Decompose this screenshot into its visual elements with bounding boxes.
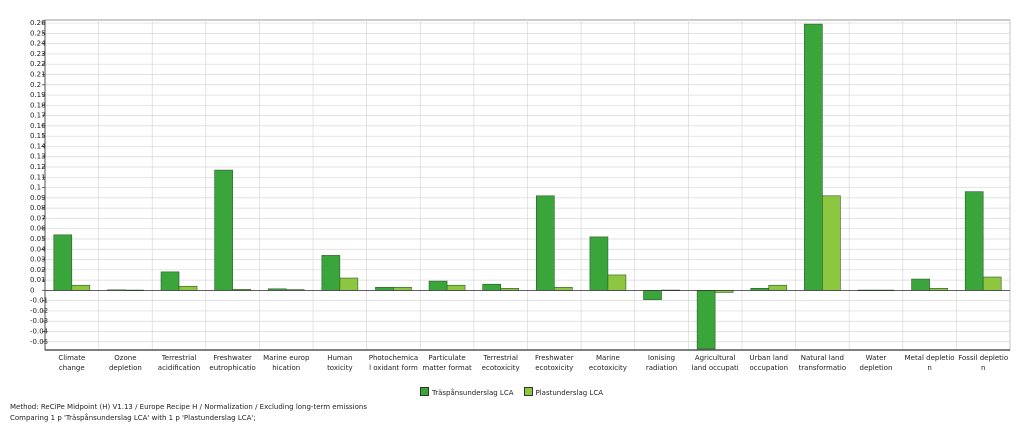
bar [822, 195, 841, 291]
bar [178, 285, 198, 291]
y-tick-label: 0.04 [30, 245, 46, 253]
y-tick-label: 0.17 [30, 112, 46, 120]
y-tick-label: 0.13 [30, 153, 46, 161]
x-tick-label: Freshwater ecotoxicity [535, 354, 574, 372]
y-tick-label: 0.02 [30, 266, 46, 274]
y-tick-label: 0.01 [30, 276, 46, 284]
y-tick-label: 0.21 [30, 70, 46, 78]
legend-label: Träspånsunderslag LCA [432, 389, 514, 397]
legend-label: Plastunderslag LCA [535, 389, 603, 397]
y-tick-label: -0.02 [30, 307, 48, 315]
y-tick-label: 0.05 [30, 235, 46, 243]
y-tick-label: 0.08 [30, 204, 46, 212]
bar [982, 276, 1002, 291]
x-tick-label: Marine europ hication [263, 354, 310, 372]
y-tick-label: 0 [30, 286, 34, 294]
y-tick-label: 0.03 [30, 256, 46, 264]
x-tick-label: Agricultural land occupati [691, 354, 739, 372]
x-tick-label: Natural land transformatio [798, 354, 847, 372]
y-tick-label: -0.05 [30, 338, 48, 346]
x-tick-label: Human toxicity [327, 354, 353, 372]
y-tick-label: 0.23 [30, 50, 46, 58]
bar [554, 286, 573, 291]
y-tick-label: 0.11 [30, 173, 46, 181]
x-tick-label: Photochemica l oxidant form [368, 354, 419, 372]
bar [375, 286, 394, 291]
y-tick-label: 0.25 [30, 29, 46, 37]
bar [911, 278, 930, 291]
bar [607, 274, 627, 291]
x-tick-label: Terrestrial ecotoxicity [481, 354, 520, 372]
y-tick-label: 0.07 [30, 214, 46, 222]
footer-method: Method: ReCiPe Midpoint (H) V1.13 / Euro… [10, 403, 367, 411]
legend-item: Plastunderslag LCA [523, 387, 603, 397]
bar [214, 169, 233, 291]
y-tick-label: 0.26 [30, 19, 46, 27]
y-tick-label: 0.22 [30, 60, 46, 68]
y-tick-label: 0.16 [30, 122, 46, 130]
y-tick-label: 0.2 [30, 81, 41, 89]
legend: Träspånsunderslag LCA Plastunderslag LCA [0, 387, 1023, 397]
y-tick-label: 0.09 [30, 194, 46, 202]
y-tick-label: 0.1 [30, 184, 41, 192]
bar [321, 255, 341, 291]
x-tick-label: Urban land occupation [749, 354, 789, 372]
x-tick-label: Fossil depletio n [958, 354, 1009, 372]
x-tick-label: Freshwater eutrophicatio [209, 354, 256, 372]
bar [71, 284, 91, 291]
x-tick-label: Metal depletio n [904, 354, 955, 372]
bar [339, 277, 359, 291]
y-tick-label: 0.15 [30, 132, 46, 140]
x-tick-label: Climate change [58, 354, 86, 372]
bar [428, 280, 448, 291]
legend-item: Träspånsunderslag LCA [420, 387, 514, 397]
x-tick-label: Terrestrial acidification [157, 354, 201, 372]
x-tick-label: Ionising radiation [645, 354, 678, 372]
bar [536, 195, 555, 291]
bar [964, 191, 984, 291]
bar [589, 236, 609, 291]
bar [696, 290, 716, 350]
bar [53, 234, 73, 291]
bar [643, 290, 662, 300]
x-tick-label: Ozone depletion [108, 354, 142, 372]
bar [768, 284, 788, 291]
x-tick-label: Marine ecotoxicity [588, 354, 627, 372]
bar [160, 271, 180, 291]
y-tick-label: -0.03 [30, 317, 48, 325]
y-tick-label: 0.14 [30, 142, 46, 150]
y-tick-label: -0.01 [30, 297, 48, 305]
y-tick-label: 0.24 [30, 40, 46, 48]
legend-swatch [523, 387, 533, 396]
x-tick-label: Particulate matter format [422, 354, 472, 372]
bar [393, 286, 412, 291]
y-tick-label: 0.18 [30, 101, 46, 109]
y-tick-label: 0.06 [30, 225, 46, 233]
y-tick-label: -0.04 [30, 327, 49, 335]
legend-swatch [420, 387, 429, 396]
bar [482, 283, 501, 291]
x-tick-label: Water depletion [859, 354, 893, 372]
y-tick-label: 0.12 [30, 163, 46, 171]
bar [804, 23, 823, 291]
y-tick-label: 0.19 [30, 91, 46, 99]
footer-comparison: Comparing 1 p 'Träspånsunderslag LCA' wi… [10, 414, 256, 422]
bar [446, 284, 466, 291]
